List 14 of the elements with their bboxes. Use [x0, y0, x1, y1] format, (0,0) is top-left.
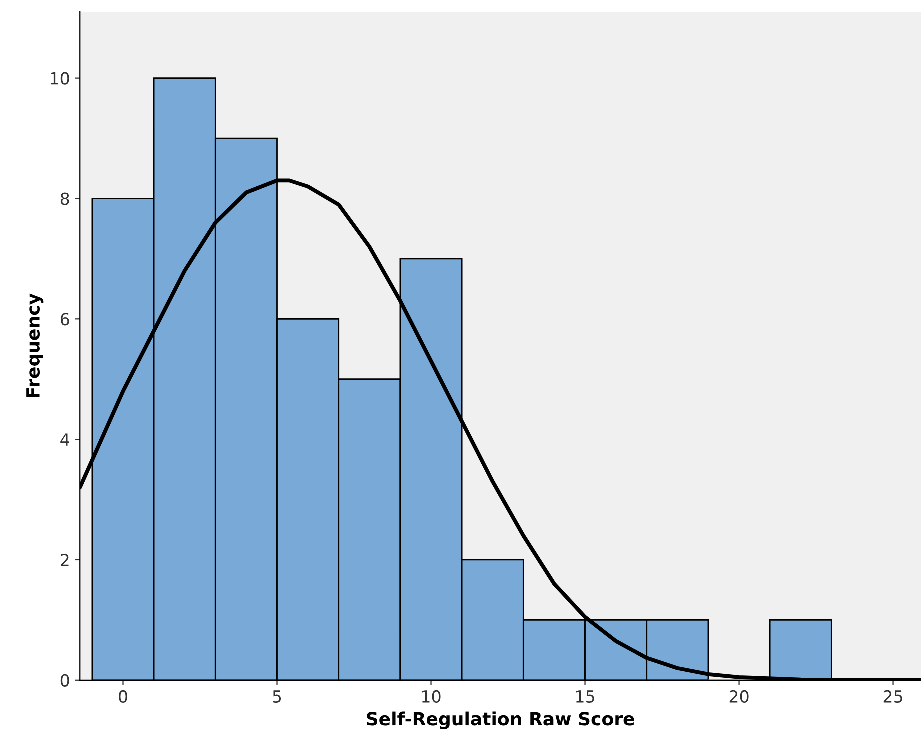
y-tick-label: 4 [60, 434, 70, 446]
x-tick-label: 25 [884, 690, 902, 704]
y-tick-label: 10 [51, 72, 70, 85]
y-tick-label: 6 [60, 313, 70, 326]
y-axis-title: Frequency [26, 294, 44, 398]
y-tick-label: 0 [60, 674, 70, 687]
y-tick-label: 2 [61, 554, 69, 566]
x-tick-label: 0 [119, 690, 128, 704]
x-axis-title: Self-Regulation Raw Score [367, 712, 634, 730]
x-tick-label: 5 [273, 690, 282, 704]
x-tick-label: 10 [422, 690, 441, 704]
x-tick-label: 15 [576, 690, 594, 704]
y-tick-label: 8 [60, 192, 70, 206]
x-tick-label: 20 [730, 690, 749, 704]
